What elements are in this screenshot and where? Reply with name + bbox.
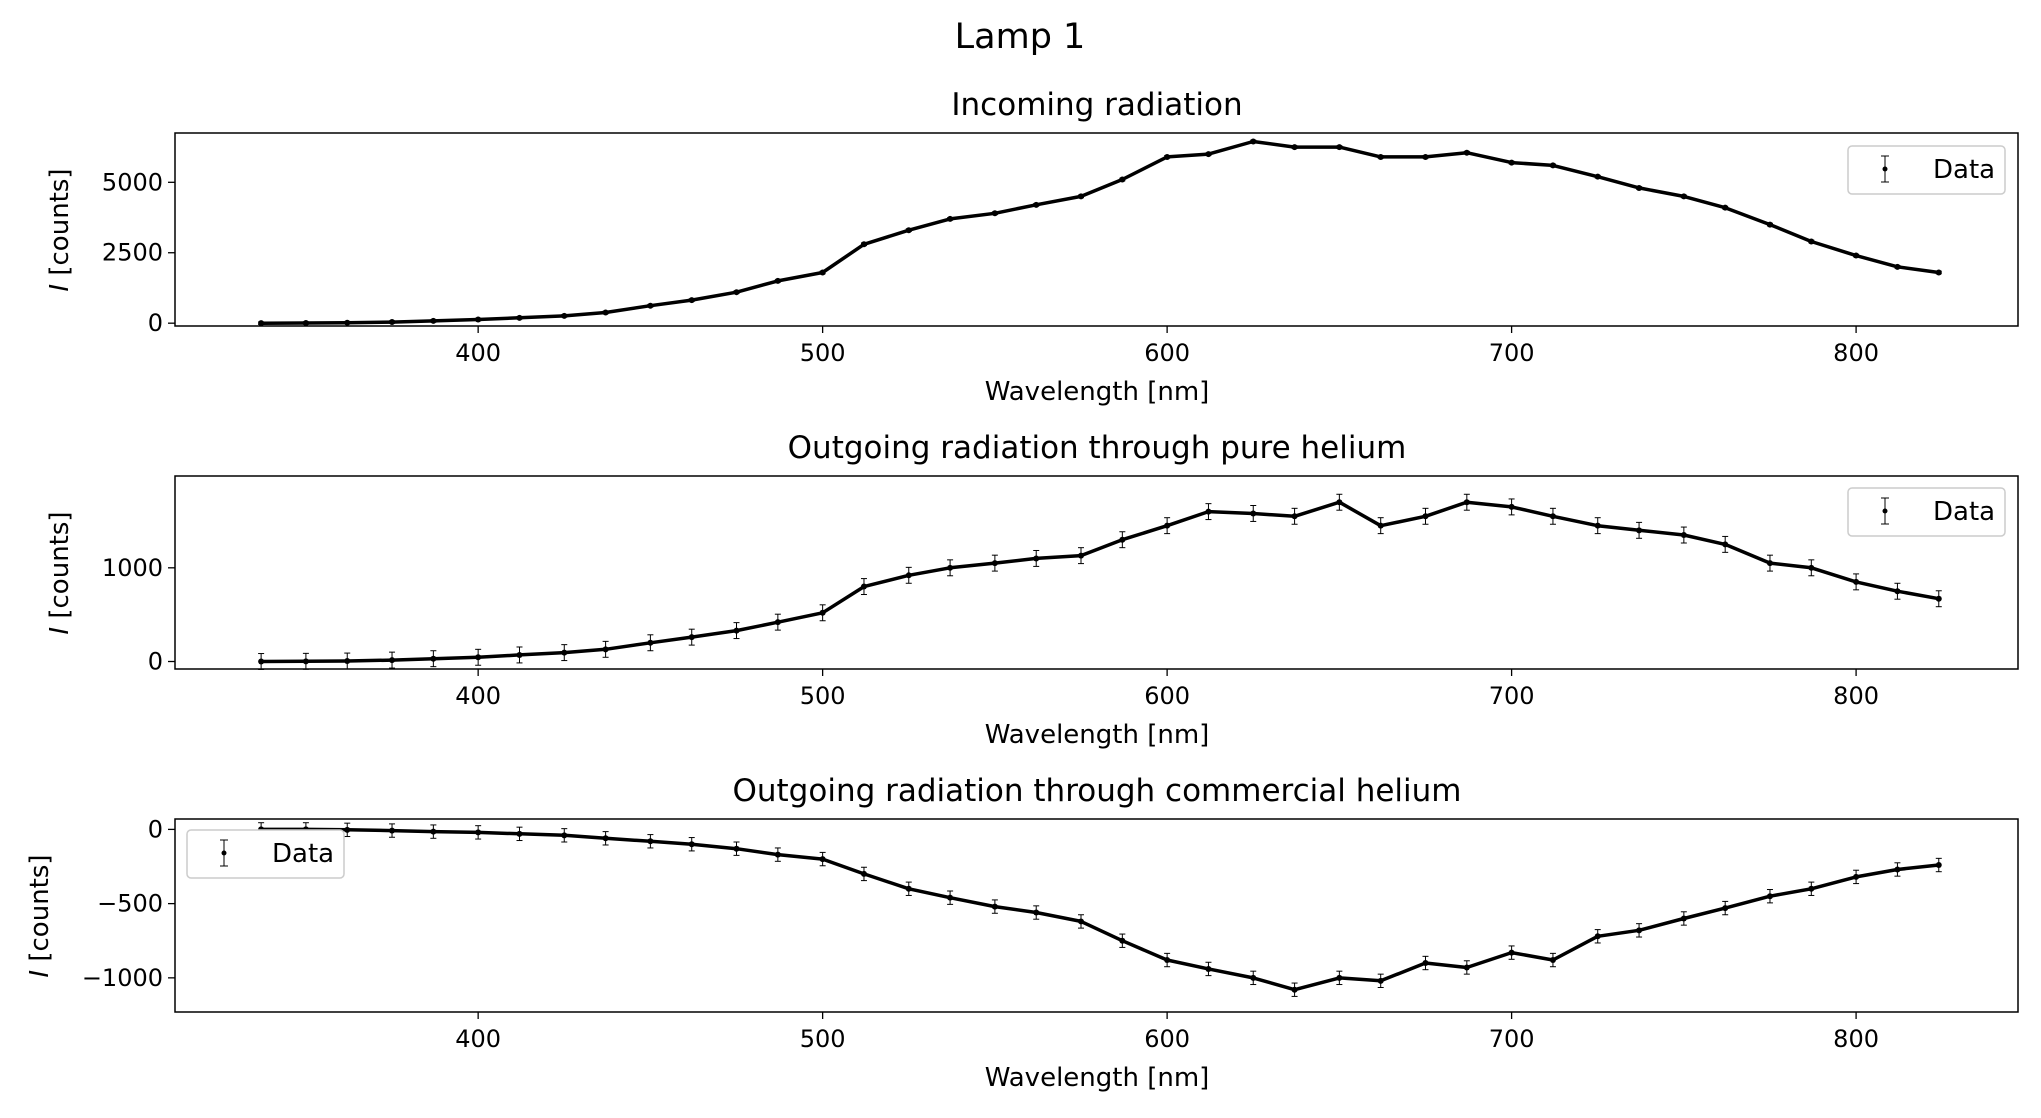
x-axis-label: Wavelength [nm] [985,377,1210,407]
data-trace [261,139,1940,325]
y-axis-label-var: I [45,284,75,292]
x-tick-label: 400 [455,339,501,367]
x-tick-label: 800 [1833,1025,1879,1053]
plot-area: 400 500 600 700 800 0 1000 [102,475,2019,710]
subplot-pure-helium: Outgoing radiation through pure helium 4… [45,430,2019,750]
figure-title: Lamp 1 [955,17,1086,57]
x-tick-label: 700 [1489,339,1535,367]
y-tick-label: −1000 [82,964,163,992]
y-tick-label: 2500 [102,239,163,267]
subplot-title: Outgoing radiation through pure helium [788,430,1407,466]
legend-label: Data [272,839,334,869]
plot-area: 400 500 600 700 800 0 −500 −1000 [82,815,2019,1053]
x-tick-label: 500 [800,682,846,710]
subplot-title: Outgoing radiation through commercial he… [732,773,1461,809]
y-axis-label: I [counts] [25,854,55,977]
legend-marker-icon [1881,497,1889,525]
legend: Data [1847,145,2006,195]
x-tick-label: 800 [1833,682,1879,710]
x-tick-label: 500 [800,1025,846,1053]
data-trace [261,827,1939,992]
axes-frame [174,475,2019,670]
y-axis-label: I [counts] [45,511,75,634]
x-tick-label: 600 [1144,1025,1190,1053]
x-axis-label: Wavelength [nm] [985,1063,1210,1093]
subplot-title: Incoming radiation [951,87,1242,123]
legend-marker-icon [220,839,228,867]
y-axis-label-unit: [counts] [45,168,75,283]
legend-marker-icon [1881,155,1889,183]
subplot-incoming: Incoming radiation 400 500 600 700 800 0 2500 5… [45,87,2019,407]
x-tick-label: 700 [1489,682,1535,710]
axes-frame [174,132,2019,327]
y-axis-label-unit: [counts] [25,854,55,969]
x-axis-label: Wavelength [nm] [985,720,1210,750]
y-tick-label: −500 [97,890,163,918]
x-tick-label: 500 [800,339,846,367]
x-tick-label: 400 [455,682,501,710]
y-tick-label: 5000 [102,168,163,196]
x-tick-label: 800 [1833,339,1879,367]
legend-label: Data [1933,155,1995,185]
y-tick-label: 1000 [102,554,163,582]
axes-frame [174,818,2019,1013]
plot-area: 400 500 600 700 800 0 2500 5000 [102,132,2019,367]
y-tick-label: 0 [148,648,163,676]
x-tick-label: 700 [1489,1025,1535,1053]
y-axis-label-var: I [25,970,55,978]
x-tick-label: 600 [1144,339,1190,367]
y-tick-label: 0 [148,815,163,843]
y-axis-label-unit: [counts] [45,511,75,626]
subplot-commercial-helium: Outgoing radiation through commercial he… [25,773,2019,1093]
y-axis-label: I [counts] [45,168,75,291]
legend: Data [186,829,345,879]
legend: Data [1847,487,2006,537]
data-trace [261,500,1940,664]
y-axis-label-var: I [45,627,75,635]
legend-label: Data [1933,497,1995,527]
y-tick-label: 0 [148,309,163,337]
x-tick-label: 600 [1144,682,1190,710]
x-tick-label: 400 [455,1025,501,1053]
